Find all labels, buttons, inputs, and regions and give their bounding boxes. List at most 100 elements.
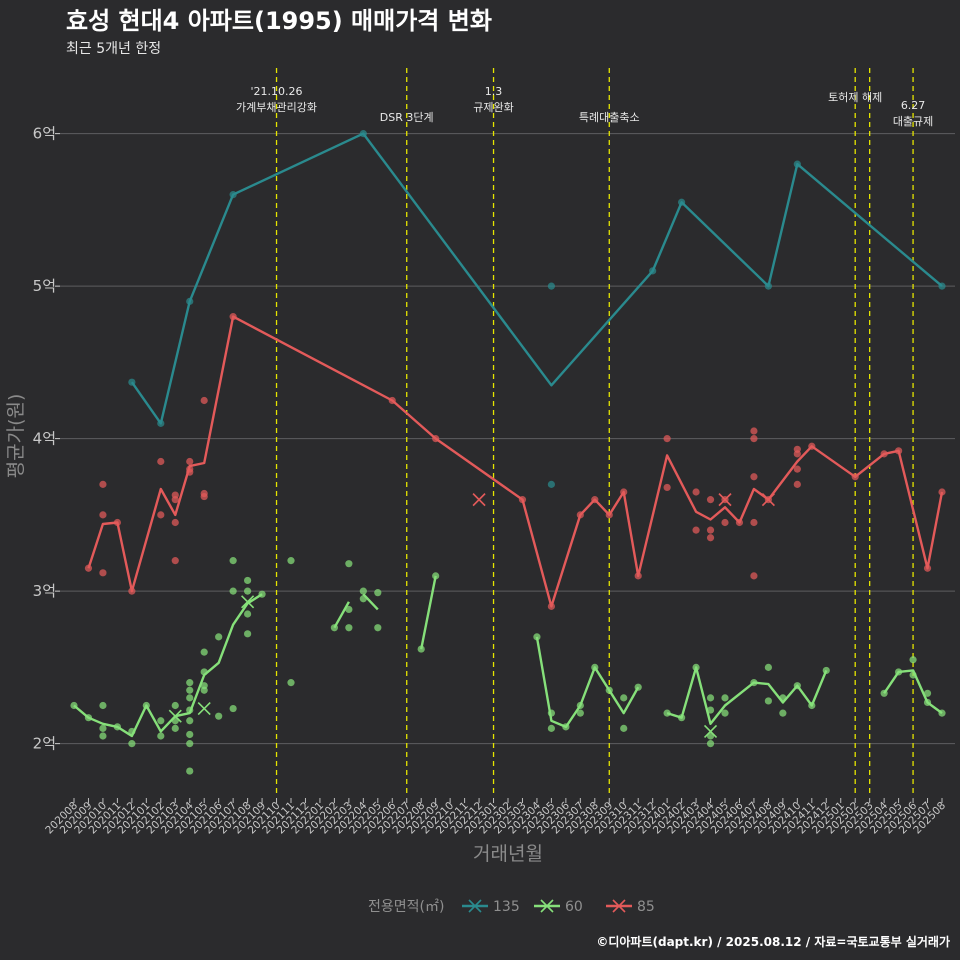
point-60 [200,648,208,656]
point-60 [186,679,194,687]
line-60 [333,601,350,629]
point-60 [229,587,237,595]
chart-title: 효성 현대4 아파트(1995) 매매가격 변화 [66,7,492,35]
point-85 [157,457,165,466]
event-label: 1.3 [485,85,503,98]
point-60 [99,724,107,732]
x-axis-title: 거래년월 [473,843,543,865]
legend-swatch-cross [540,899,554,913]
point-60 [186,694,194,702]
point-85 [171,557,179,565]
point-60 [533,633,541,641]
y-tick-label: 6억 [33,125,56,143]
point-85 [186,457,194,466]
point-85 [750,435,758,443]
point-60 [345,624,353,632]
point-60 [706,740,715,748]
point-60 [200,682,208,690]
cross-85 [472,493,486,507]
point-85 [171,491,179,499]
point-60 [909,656,917,664]
legend-title: 전용면적(㎡) [368,899,444,915]
legend: 전용면적(㎡) 135 60 85 [368,899,655,915]
point-60 [215,712,223,720]
point-60 [171,724,179,732]
point-60 [706,706,715,714]
point-60 [345,560,353,568]
point-135 [547,282,556,290]
y-axis-title: 평균가(원) [5,394,27,479]
point-60 [186,686,194,694]
point-60 [244,587,252,595]
point-85 [692,526,700,534]
point-60 [186,740,194,748]
legend-label: 85 [637,899,655,915]
point-60 [186,717,194,725]
policy-event-lines [275,68,914,797]
chart-subtitle: 최근 5개년 한정 [66,41,161,57]
point-85 [663,483,671,492]
point-60 [706,694,715,702]
event-label: DSR 3단계 [380,111,434,124]
event-label: 규제완화 [473,101,513,114]
line-60 [73,593,263,738]
point-60 [547,724,556,732]
legend-swatch-cross [612,899,626,913]
point-85 [750,473,758,481]
cross-60 [703,724,718,738]
point-60 [171,701,179,710]
y-axis-ticks: 2억 3억 4억 5억 6억 [33,125,60,753]
legend-label: 135 [493,899,520,915]
average-price-lines [73,132,944,738]
point-85 [99,480,107,488]
point-135 [547,480,556,488]
legend-label: 60 [565,899,583,915]
point-60 [345,605,353,614]
point-60 [374,624,382,632]
y-tick-label: 2억 [33,735,56,753]
y-tick-label: 4억 [33,430,56,448]
point-60 [215,633,223,641]
point-85 [663,435,671,443]
line-60 [883,669,943,715]
point-60 [764,663,773,671]
point-85 [793,445,801,453]
point-85 [99,511,107,519]
point-60 [186,730,194,739]
event-label: 특례대출축소 [579,111,640,124]
point-60 [779,709,787,717]
point-60 [157,732,165,740]
cross-60 [168,709,182,723]
source-caption: ©디아파트(dapt.kr) / 2025.08.12 / 자료=국토교통부 실… [596,934,950,949]
y-tick-label: 3억 [33,582,56,600]
x-axis-ticks: 2020082020092020102020112020122021012021… [43,798,948,836]
point-60 [923,689,932,697]
point-85 [721,518,729,527]
point-60 [244,630,252,638]
point-60 [99,701,107,710]
point-60 [764,697,773,705]
point-60 [374,589,382,597]
event-label: 6.27 [901,99,926,112]
point-85 [200,396,208,405]
point-85 [200,489,208,498]
point-60 [721,709,729,717]
point-85 [793,480,801,488]
point-60 [359,587,367,595]
point-85 [171,518,179,527]
line-60 [420,575,437,650]
point-85 [157,511,165,519]
cross-60 [241,595,255,609]
y-tick-label: 5억 [33,277,56,295]
point-60 [128,740,136,748]
point-60 [432,572,440,580]
event-label: 토허제 해제 [828,90,882,104]
line-135 [130,132,943,425]
point-60 [287,557,295,565]
point-85 [750,518,758,527]
point-85 [706,496,715,504]
point-60 [229,557,237,565]
